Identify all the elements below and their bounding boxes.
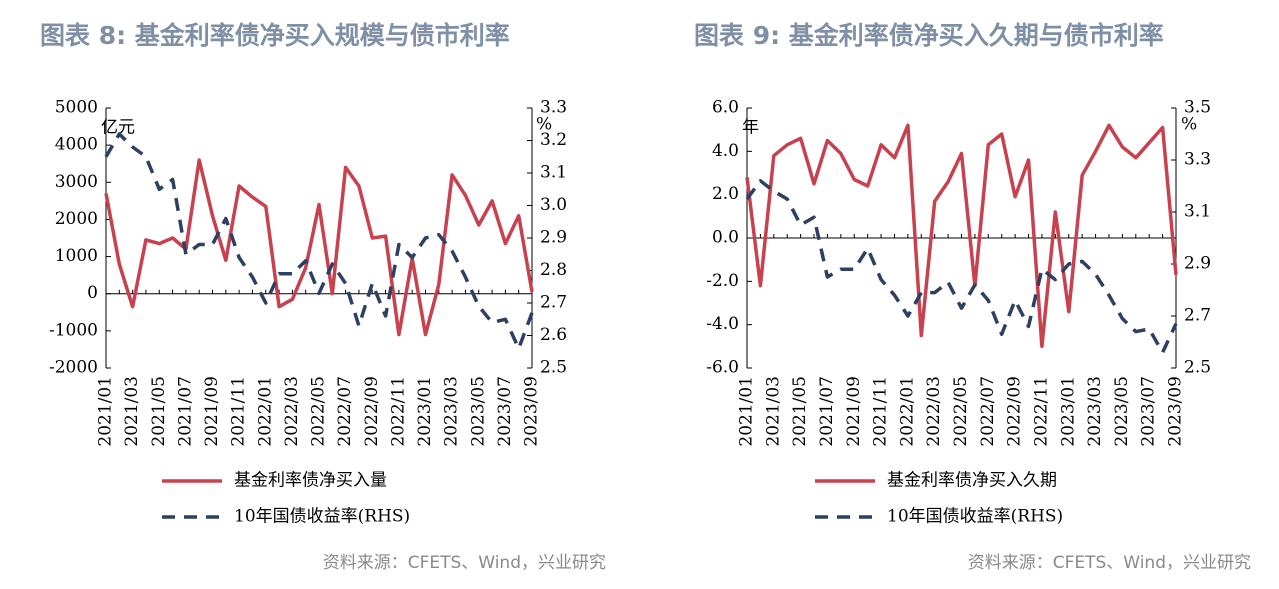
x-tick-label: 2021/03 — [122, 376, 142, 447]
x-tick-label: 2023/07 — [1139, 376, 1159, 447]
y2-tick-label: 3.2 — [540, 130, 567, 150]
y-tick-label: -2.0 — [706, 271, 739, 291]
y-tick-label: 0.0 — [712, 228, 739, 248]
x-tick-label: 2023/03 — [442, 376, 462, 447]
series-line — [104, 158, 534, 337]
x-tick-label: 2022/07 — [978, 376, 998, 447]
y2-tick-label: 3.0 — [540, 195, 567, 215]
y2-tick-label: 2.6 — [540, 325, 567, 345]
y2-tick-label: 2.5 — [540, 358, 567, 378]
y2-tick-label: 2.9 — [540, 228, 567, 248]
x-tick-label: 2022/03 — [924, 376, 944, 447]
y-tick-label: 4.0 — [712, 141, 739, 161]
x-tick-label: 2022/05 — [309, 376, 329, 447]
x-tick-label: 2023/09 — [522, 376, 542, 447]
chart-title: 图表 8: 基金利率债净买入规模与债市利率 — [40, 21, 510, 50]
x-tick-label: 2023/01 — [415, 376, 435, 447]
x-tick-label: 2023/05 — [468, 376, 488, 447]
y2-tick-label: 2.9 — [1184, 254, 1211, 274]
y2-unit: % — [1181, 115, 1197, 135]
x-tick-label: 2023/03 — [1085, 376, 1105, 447]
y-tick-label: 4000 — [55, 135, 98, 155]
y-unit: 年 — [742, 118, 759, 138]
y-tick-label: -6.0 — [706, 358, 739, 378]
y2-tick-label: 2.7 — [1184, 306, 1211, 326]
y-tick-label: 2.0 — [712, 184, 739, 204]
x-tick-label: 2021/05 — [149, 376, 169, 447]
x-tick-label: 2021/07 — [817, 376, 837, 447]
source: 资料来源：CFETS、Wind，兴业研究 — [323, 553, 606, 573]
y-tick-label: 5000 — [55, 98, 98, 118]
y-tick-label: 3000 — [55, 172, 98, 192]
legend-label: 基金利率债净买入久期 — [887, 471, 1057, 491]
x-tick-label: 2023/01 — [1058, 376, 1078, 447]
y2-tick-label: 2.8 — [540, 260, 567, 280]
series-line — [745, 179, 1178, 355]
x-tick-label: 2021/11 — [229, 376, 249, 447]
series-line — [745, 123, 1178, 349]
x-tick-label: 2023/05 — [1112, 376, 1132, 447]
x-tick-label: 2021/03 — [763, 376, 783, 447]
y-tick-label: 6.0 — [712, 98, 739, 118]
x-tick-label: 2021/01 — [737, 376, 757, 447]
chart-title: 图表 9: 基金利率债净买入久期与债市利率 — [694, 21, 1164, 50]
x-tick-label: 2022/09 — [1005, 376, 1025, 447]
series-line — [104, 132, 534, 351]
x-tick-label: 2021/01 — [96, 376, 116, 447]
x-tick-label: 2021/07 — [175, 376, 195, 447]
y-unit: 亿元 — [101, 118, 135, 138]
x-tick-label: 2022/07 — [335, 376, 355, 447]
x-tick-label: 2021/05 — [790, 376, 810, 447]
y2-tick-label: 3.3 — [1184, 150, 1211, 170]
x-tick-label: 2021/09 — [202, 376, 222, 447]
y-tick-label: 0 — [87, 283, 98, 303]
x-tick-label: 2022/01 — [897, 376, 917, 447]
source: 资料来源：CFETS、Wind，兴业研究 — [968, 553, 1251, 573]
x-tick-label: 2021/09 — [844, 376, 864, 447]
y2-tick-label: 3.1 — [1184, 202, 1211, 222]
x-tick-label: 2022/03 — [282, 376, 302, 447]
y-tick-label: -2000 — [49, 358, 98, 378]
x-tick-label: 2022/01 — [255, 376, 275, 447]
y2-tick-label: 3.5 — [1184, 98, 1211, 118]
y2-tick-label: 3.1 — [540, 163, 567, 183]
y-tick-label: -1000 — [49, 320, 98, 340]
x-tick-label: 2023/07 — [495, 376, 515, 447]
y2-tick-label: 3.3 — [540, 98, 567, 118]
x-tick-label: 2022/05 — [951, 376, 971, 447]
x-tick-label: 2022/09 — [362, 376, 382, 447]
x-tick-label: 2023/09 — [1166, 376, 1186, 447]
legend-label: 10年国债收益率(RHS) — [887, 507, 1063, 527]
y2-tick-label: 2.7 — [540, 293, 567, 313]
legend-label: 基金利率债净买入量 — [234, 471, 387, 491]
x-tick-label: 2021/11 — [871, 376, 891, 447]
y2-unit: % — [536, 115, 552, 135]
y2-tick-label: 2.5 — [1184, 358, 1211, 378]
x-tick-label: 2022/11 — [388, 376, 408, 447]
x-tick-label: 2022/11 — [1031, 376, 1051, 447]
y-tick-label: 1000 — [55, 246, 98, 266]
legend-label: 10年国债收益率(RHS) — [234, 507, 410, 527]
y-tick-label: 2000 — [55, 209, 98, 229]
y-tick-label: -4.0 — [706, 314, 739, 334]
